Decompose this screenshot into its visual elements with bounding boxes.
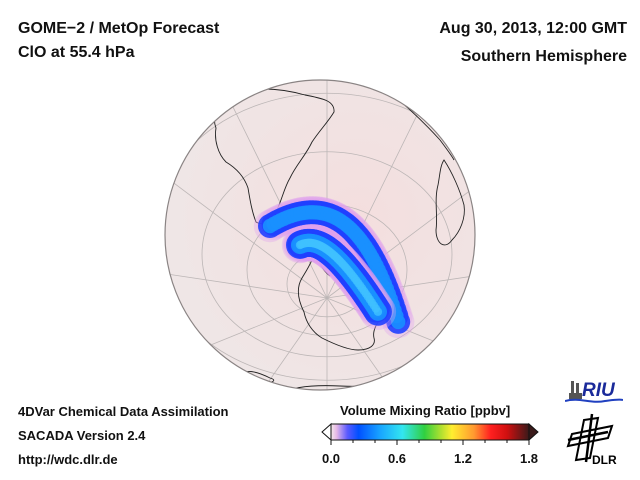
- coastline-africa: [435, 159, 465, 246]
- forecast-datetime: Aug 30, 2013, 12:00 GMT: [439, 20, 627, 37]
- clo-plume: [253, 196, 415, 339]
- colorbar-tick-label: 1.2: [453, 451, 473, 466]
- dlr-logo-text: DLR: [592, 453, 617, 466]
- meridian-line: [165, 80, 328, 299]
- river-icon: [565, 398, 623, 403]
- dlr-emblem-icon: [566, 413, 614, 463]
- meridian-line: [165, 297, 328, 390]
- meridian-line: [326, 80, 475, 299]
- colorbar-tick-label: 0.0: [321, 451, 341, 466]
- colorbar-extend-max: [528, 422, 539, 442]
- globe-outline: [164, 79, 476, 391]
- footer-method: 4DVar Chemical Data Assimilation: [18, 404, 229, 419]
- footer-url[interactable]: http://wdc.dlr.de: [18, 452, 118, 467]
- dlr-logo: DLR: [566, 413, 617, 466]
- cathedral-icon: [569, 381, 582, 399]
- region-label: Southern Hemisphere: [460, 48, 627, 65]
- meridian-line: [165, 297, 328, 390]
- colorbar-title: Volume Mixing Ratio [ppbv]: [340, 403, 511, 418]
- plume-cell: [390, 314, 406, 330]
- colorbar-bar: [330, 423, 530, 441]
- footer-version: SACADA Version 2.4: [18, 428, 146, 443]
- riu-logo: RIU: [565, 380, 623, 403]
- meridian-line: [326, 297, 475, 390]
- colorbar-tick-label: 1.8: [519, 451, 539, 466]
- colorbar-tick-label: 0.6: [387, 451, 407, 466]
- colorbar: [321, 422, 539, 445]
- species-label: ClO at 55.4 hPa: [18, 44, 135, 61]
- plume-cell: [373, 307, 383, 316]
- meridian-line: [165, 237, 328, 299]
- riu-logo-text: RIU: [582, 380, 616, 401]
- colorbar-extend-min: [321, 422, 332, 442]
- product-title: GOME−2 / MetOp Forecast: [18, 20, 220, 37]
